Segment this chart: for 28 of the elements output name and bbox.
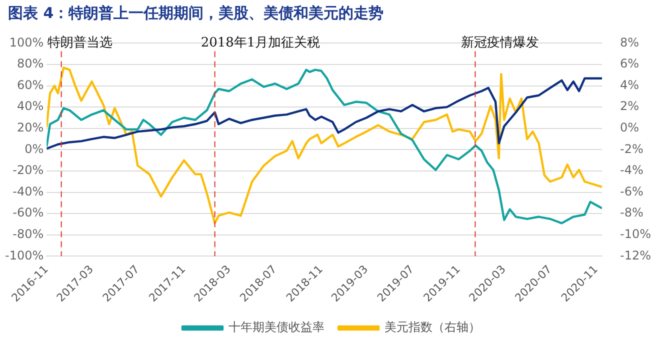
ref-line-label: 新冠疫情爆发: [461, 36, 540, 51]
ref-line-label: 2018年1月加征关税: [200, 36, 320, 51]
y-tick-label: 20%: [16, 120, 44, 135]
y2-tick-label: -8%: [620, 206, 644, 220]
y-tick-label: -80%: [12, 226, 44, 241]
y2-tick-label: 2%: [620, 99, 640, 114]
y2-tick-label: -2%: [620, 142, 644, 156]
legend-label: 十年期美债收益率: [228, 320, 324, 334]
y-tick-label: -60%: [12, 206, 44, 220]
y-tick-label: -40%: [12, 184, 44, 198]
y2-tick-label: -12%: [620, 248, 652, 262]
y2-tick-label: 4%: [620, 78, 640, 92]
y2-tick-label: -10%: [620, 226, 652, 241]
y-tick-label: 0%: [24, 142, 44, 156]
y-tick-label: -100%: [4, 248, 44, 262]
chart-title: 图表 4：特朗普上一任期期间，美股、美债和美元的走势: [8, 4, 384, 23]
y2-tick-label: 8%: [620, 35, 640, 50]
ref-line-label: 特朗普当选: [47, 34, 112, 51]
y-tick-label: 100%: [9, 35, 44, 50]
y-tick-label: 80%: [16, 56, 44, 71]
legend-label: 美元指数（右轴）: [384, 320, 480, 334]
y2-tick-label: 0%: [620, 120, 640, 135]
y-tick-label: -20%: [12, 163, 44, 178]
y2-tick-label: -6%: [620, 184, 644, 198]
y-tick-label: 60%: [16, 78, 44, 92]
y2-tick-label: -4%: [620, 163, 644, 178]
y2-tick-label: 6%: [620, 56, 640, 71]
y-tick-label: 40%: [16, 99, 44, 114]
